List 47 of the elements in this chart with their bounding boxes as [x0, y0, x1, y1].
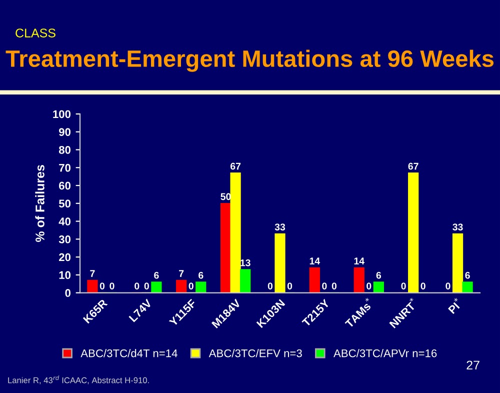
data-label: 0: [366, 282, 372, 290]
y-tick-label: 40: [58, 218, 71, 226]
text: Lanier R, 43$^{rd}$ ICAAC, Abstract H-910.: [8, 376, 149, 384]
y-axis-title: % of Failures: [35, 164, 44, 242]
data-label: 0: [420, 282, 426, 290]
y-tick-label: 30: [58, 235, 71, 244]
text: 27: [466, 360, 480, 370]
legend-label: ABC/3TC/EFV n=3: [208, 349, 302, 358]
y-tick-label: 70: [59, 164, 71, 172]
legend-label: ABC/3TC/d4T n=14: [80, 349, 178, 358]
data-label: 0: [287, 282, 292, 290]
x-tick-label: NNRT$^{*}$: [387, 297, 419, 328]
data-label: 7: [179, 270, 184, 277]
legend-label: ABC/3TC/APVr n=16: [334, 349, 437, 358]
x-tick-label: TAMs$^{*}$: [343, 297, 374, 328]
y-tick-label: 80: [58, 146, 71, 154]
y-tick-label: 50: [58, 200, 71, 208]
data-label: 0: [268, 282, 273, 290]
y-tick-label: 60: [59, 182, 71, 190]
data-label: 0: [134, 282, 140, 290]
data-label: 7: [90, 270, 95, 277]
data-label: 33: [452, 224, 463, 230]
data-label: 14: [310, 258, 320, 264]
data-label: 6: [465, 272, 470, 279]
y-tick-label: 10: [59, 271, 71, 280]
y-tick-label: 20: [59, 253, 71, 262]
data-label: 67: [230, 162, 241, 170]
data-label: 0: [332, 282, 337, 290]
data-label: 0: [100, 282, 105, 290]
data-label: 6: [376, 272, 382, 279]
data-label: 0: [110, 282, 114, 290]
data-label: 33: [274, 224, 286, 230]
x-tick-label: PI$^{*}$: [446, 297, 463, 314]
chart-subtitle: CLASS: [16, 28, 56, 38]
data-label: 0: [322, 282, 327, 290]
y-tick-label: 0: [65, 289, 71, 297]
data-label: 0: [188, 282, 194, 290]
data-label: 6: [154, 272, 159, 279]
data-label: 0: [446, 282, 450, 290]
chart-title: Treatment-Emergent Mutations at 96 Weeks: [6, 50, 494, 72]
y-tick-label: 100: [53, 110, 71, 118]
data-label: 0: [401, 282, 406, 290]
data-label: 14: [354, 258, 364, 264]
data-label: 67: [408, 162, 418, 170]
y-tick-label: 90: [59, 128, 71, 136]
data-label: 0: [144, 282, 149, 290]
data-label: 6: [198, 272, 204, 279]
